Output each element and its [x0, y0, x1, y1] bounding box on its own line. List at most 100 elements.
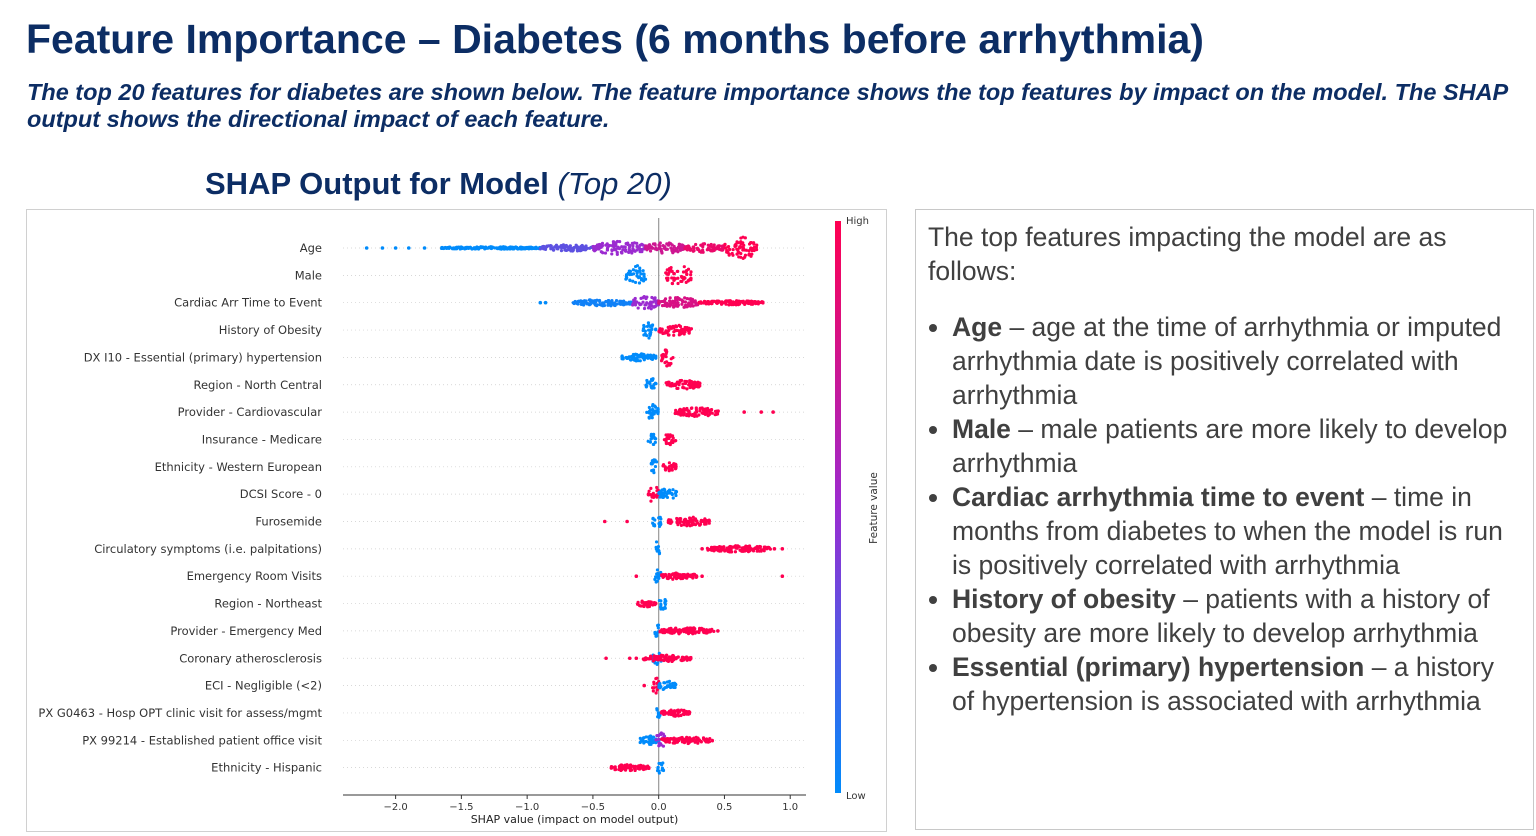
shap-point	[758, 545, 762, 550]
shap-point	[645, 600, 649, 604]
shap-point	[703, 517, 707, 521]
shap-point	[620, 245, 624, 249]
shap-point	[655, 634, 659, 638]
shap-point	[628, 269, 633, 273]
shap-point	[559, 249, 564, 253]
shap-point	[686, 522, 690, 526]
shap-point	[647, 336, 651, 340]
shap-point	[676, 269, 680, 273]
shap-point	[641, 300, 645, 304]
shap-point	[667, 441, 671, 446]
shap-point	[653, 632, 657, 636]
shap-point	[671, 577, 675, 581]
shap-point	[447, 246, 451, 250]
shap-point	[747, 249, 751, 253]
shap-point	[574, 243, 578, 247]
shap-point	[694, 303, 698, 307]
feature-label: Ethnicity - Hispanic	[211, 761, 322, 775]
shap-point	[682, 708, 686, 713]
shap-point	[659, 299, 664, 304]
shap-point	[650, 295, 654, 300]
shap-point	[658, 330, 662, 334]
shap-point	[670, 468, 674, 472]
bullet-term: History of obesity	[952, 584, 1176, 614]
shap-point	[643, 658, 648, 662]
shap-point	[710, 739, 714, 743]
shap-point	[654, 654, 658, 659]
shap-point	[611, 242, 616, 246]
shap-outlier-point	[543, 300, 548, 305]
shap-point	[680, 302, 684, 306]
shap-point	[647, 657, 651, 661]
shap-point	[651, 735, 656, 739]
shap-point	[657, 744, 661, 748]
shap-point	[668, 325, 672, 329]
shap-point	[645, 333, 649, 338]
shap-point	[654, 540, 659, 544]
shap-point	[639, 249, 643, 253]
feature-label: ECI - Negligible (<2)	[205, 679, 322, 693]
shap-point	[651, 521, 655, 525]
shap-point	[658, 686, 662, 690]
bullet-term: Male	[952, 414, 1011, 444]
shap-point	[667, 679, 672, 683]
shap-point	[736, 241, 740, 245]
shap-point	[687, 331, 691, 335]
shap-point	[742, 243, 746, 247]
shap-point	[622, 245, 626, 249]
shap-point	[654, 575, 658, 579]
shap-point	[651, 659, 655, 663]
shap-point	[605, 248, 610, 252]
shap-point	[486, 246, 490, 250]
shap-point	[653, 518, 657, 522]
shap-point	[650, 469, 654, 473]
shap-point	[592, 249, 597, 253]
shap-point	[649, 734, 653, 738]
shap-point	[679, 279, 683, 284]
shap-point	[670, 281, 674, 286]
shap-point	[651, 459, 655, 463]
shap-point	[686, 304, 690, 308]
feature-label: Emergency Room Visits	[187, 569, 322, 583]
shap-point	[692, 736, 696, 741]
shap-point	[664, 653, 669, 657]
shap-point	[650, 327, 654, 331]
shap-point	[623, 763, 627, 767]
shap-point	[440, 246, 444, 250]
shap-point	[606, 245, 610, 249]
shap-point	[464, 245, 469, 249]
shap-point	[726, 250, 730, 254]
shap-point	[638, 764, 643, 768]
slide-title: Feature Importance – Diabetes (6 months …	[26, 16, 1204, 62]
shap-point	[714, 412, 718, 416]
colorbar-high-label: High	[846, 216, 869, 227]
shap-point	[579, 248, 583, 252]
shap-point	[670, 492, 674, 496]
shap-point	[662, 655, 667, 660]
shap-point	[607, 300, 612, 304]
shap-point	[654, 547, 659, 551]
shap-point	[651, 246, 655, 250]
shap-point	[588, 298, 592, 302]
shap-point	[694, 519, 698, 523]
shap-point	[662, 488, 667, 492]
shap-point	[649, 432, 653, 436]
shap-point	[631, 268, 635, 272]
shap-point	[668, 299, 672, 303]
shap-point	[633, 249, 637, 253]
shap-point	[676, 630, 680, 634]
shap-point	[647, 489, 651, 493]
shap-point	[656, 410, 660, 414]
shap-point	[687, 409, 691, 414]
shap-point	[633, 764, 637, 768]
shap-point	[647, 740, 651, 744]
shap-point	[663, 605, 667, 609]
shap-point	[690, 406, 694, 410]
shap-point	[696, 382, 701, 386]
shap-point	[667, 461, 672, 465]
feature-summary-panel: The top features impacting the model are…	[915, 209, 1534, 830]
shap-point	[665, 272, 669, 276]
shap-point	[630, 241, 634, 245]
x-axis-label: SHAP value (impact on model output)	[471, 813, 679, 826]
shap-outlier-point	[780, 574, 785, 578]
